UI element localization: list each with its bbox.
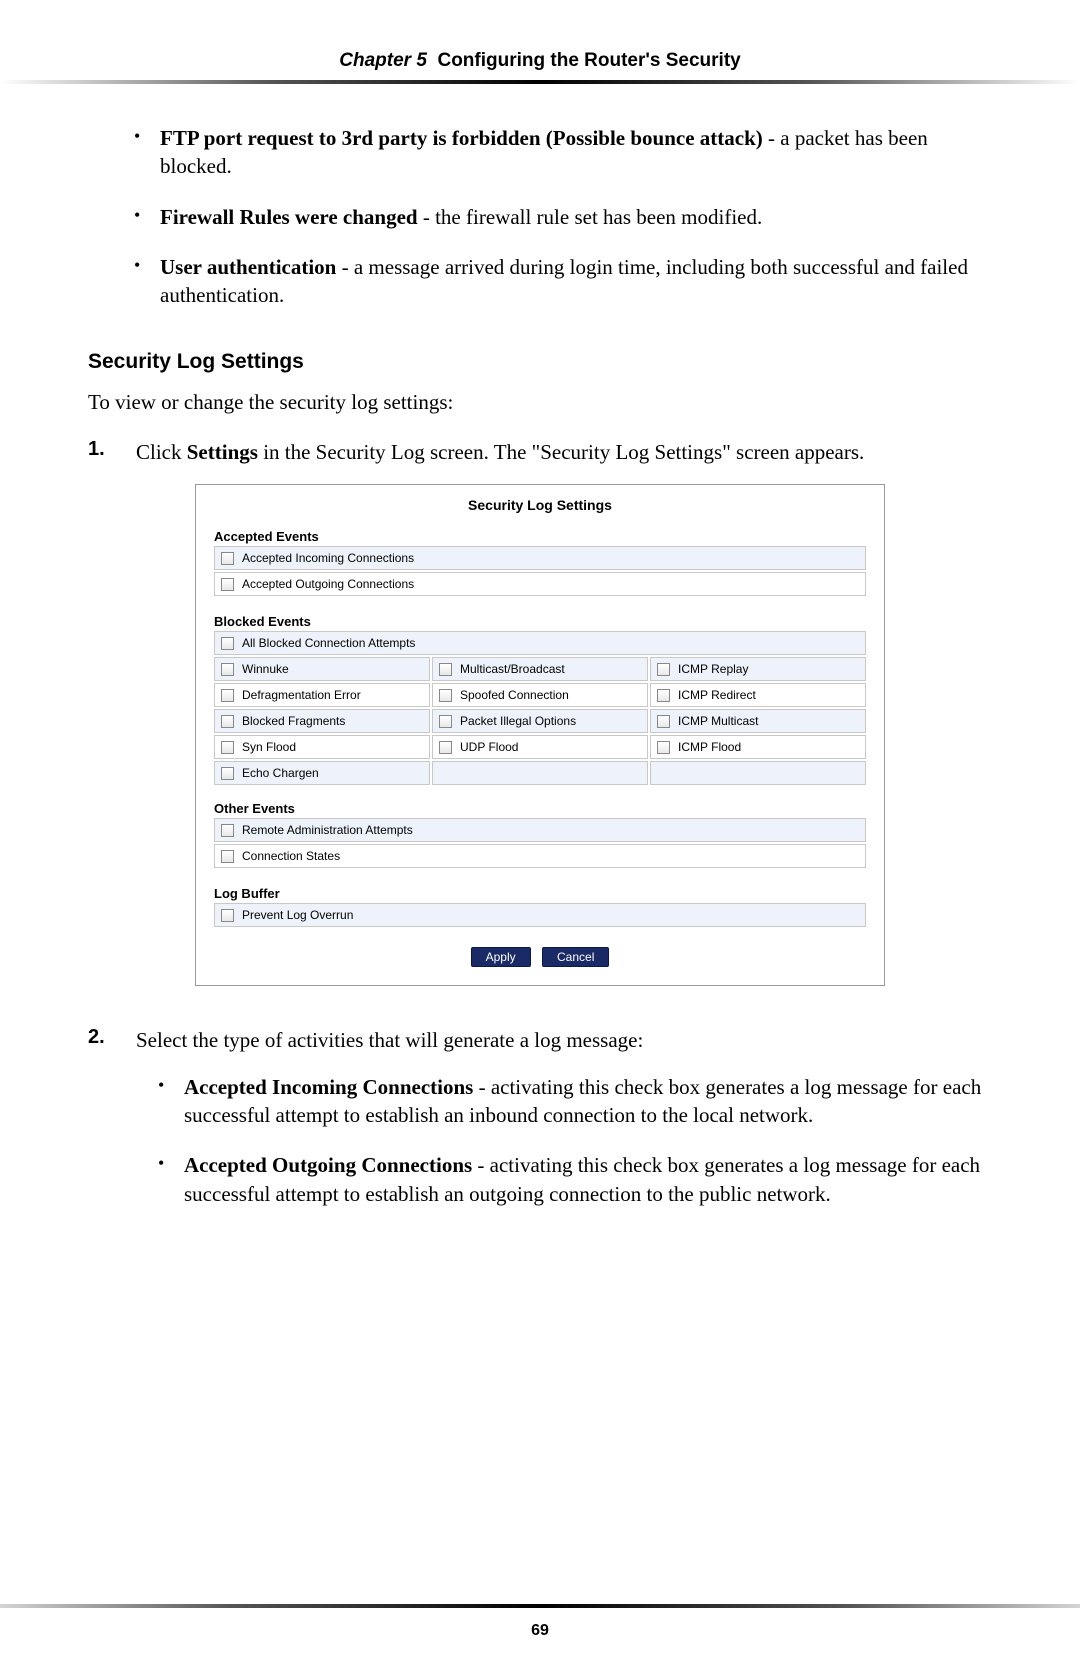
blocked-events-heading: Blocked Events xyxy=(214,614,866,629)
step-2-bullets: Accepted Incoming Connections - activati… xyxy=(88,1073,992,1208)
checkbox-icon[interactable] xyxy=(221,552,234,565)
panel-title: Security Log Settings xyxy=(214,493,866,523)
step-1: 1. Click Settings in the Security Log sc… xyxy=(88,438,992,466)
grid-cell: UDP Flood xyxy=(432,735,648,759)
checkbox-label: All Blocked Connection Attempts xyxy=(242,636,415,650)
checkbox-icon[interactable] xyxy=(221,824,234,837)
footer-rule xyxy=(0,1604,1080,1608)
checkbox-icon[interactable] xyxy=(657,663,670,676)
checkbox-icon[interactable] xyxy=(221,909,234,922)
checkbox-label: Remote Administration Attempts xyxy=(242,823,413,837)
checkbox-icon[interactable] xyxy=(221,741,234,754)
checkbox-label: ICMP Multicast xyxy=(678,714,758,728)
grid-cell: Defragmentation Error xyxy=(214,683,430,707)
grid-cell: ICMP Flood xyxy=(650,735,866,759)
checkbox-label: Accepted Incoming Connections xyxy=(242,551,414,565)
chapter-number: Chapter 5 xyxy=(339,50,427,71)
checkbox-icon[interactable] xyxy=(439,689,452,702)
checkbox-label: ICMP Replay xyxy=(678,662,748,676)
section-heading: Security Log Settings xyxy=(88,350,992,374)
checkbox-icon[interactable] xyxy=(221,850,234,863)
cancel-button[interactable]: Cancel xyxy=(542,947,609,967)
grid-cell: ICMP Replay xyxy=(650,657,866,681)
grid-cell: Winnuke xyxy=(214,657,430,681)
grid-cell: ICMP Multicast xyxy=(650,709,866,733)
grid-cell: Multicast/Broadcast xyxy=(432,657,648,681)
chapter-title: Configuring the Router's Security xyxy=(437,50,740,71)
checkbox-icon[interactable] xyxy=(439,715,452,728)
checkbox-icon[interactable] xyxy=(657,689,670,702)
grid-cell: Spoofed Connection xyxy=(432,683,648,707)
blocked-events-grid: Winnuke Multicast/Broadcast ICMP Replay Def… xyxy=(214,657,866,785)
checkbox-icon[interactable] xyxy=(221,715,234,728)
other-events-heading: Other Events xyxy=(214,801,866,816)
checkbox-label: Accepted Outgoing Connections xyxy=(242,577,414,591)
checkbox-label: Winnuke xyxy=(242,662,289,676)
step-2: 2. Select the type of activities that wi… xyxy=(88,1026,992,1054)
checkbox-row: Connection States xyxy=(214,844,866,868)
checkbox-label: Spoofed Connection xyxy=(460,688,569,702)
page-header: Chapter 5 Configuring the Router's Secur… xyxy=(78,50,1002,80)
grid-cell: Packet Illegal Options xyxy=(432,709,648,733)
checkbox-icon[interactable] xyxy=(221,689,234,702)
checkbox-label: Defragmentation Error xyxy=(242,688,361,702)
blocked-all-row: All Blocked Connection Attempts xyxy=(214,631,866,655)
checkbox-row: Prevent Log Overrun xyxy=(214,903,866,927)
checkbox-icon[interactable] xyxy=(221,637,234,650)
step-number: 2. xyxy=(88,1026,118,1054)
bullet-item: Firewall Rules were changed - the firewa… xyxy=(134,203,992,231)
button-row: Apply Cancel xyxy=(214,947,866,967)
checkbox-icon[interactable] xyxy=(439,663,452,676)
grid-cell xyxy=(432,761,648,785)
accepted-events-heading: Accepted Events xyxy=(214,529,866,544)
checkbox-icon[interactable] xyxy=(221,767,234,780)
grid-cell: Syn Flood xyxy=(214,735,430,759)
grid-cell xyxy=(650,761,866,785)
checkbox-label: Syn Flood xyxy=(242,740,296,754)
page-number: 69 xyxy=(0,1622,1080,1640)
checkbox-icon[interactable] xyxy=(221,663,234,676)
bullet-item: User authentication - a message arrived … xyxy=(134,253,992,310)
grid-cell: Echo Chargen xyxy=(214,761,430,785)
checkbox-icon[interactable] xyxy=(439,741,452,754)
security-log-settings-screenshot: Security Log Settings Accepted Events Ac… xyxy=(195,484,885,986)
top-bullet-list: FTP port request to 3rd party is forbidd… xyxy=(88,124,992,310)
checkbox-label: Echo Chargen xyxy=(242,766,319,780)
checkbox-row: Accepted Outgoing Connections xyxy=(214,572,866,596)
grid-cell: Blocked Fragments xyxy=(214,709,430,733)
apply-button[interactable]: Apply xyxy=(471,947,531,967)
checkbox-row: Accepted Incoming Connections xyxy=(214,546,866,570)
checkbox-icon[interactable] xyxy=(657,715,670,728)
checkbox-icon[interactable] xyxy=(657,741,670,754)
step-number: 1. xyxy=(88,438,118,466)
checkbox-label: ICMP Redirect xyxy=(678,688,756,702)
bullet-item: Accepted Incoming Connections - activati… xyxy=(158,1073,992,1130)
checkbox-label: UDP Flood xyxy=(460,740,518,754)
log-buffer-heading: Log Buffer xyxy=(214,886,866,901)
checkbox-label: Multicast/Broadcast xyxy=(460,662,565,676)
checkbox-label: ICMP Flood xyxy=(678,740,741,754)
step-text: Click Settings in the Security Log scree… xyxy=(136,438,992,466)
checkbox-label: Packet Illegal Options xyxy=(460,714,576,728)
checkbox-label: Connection States xyxy=(242,849,340,863)
bullet-item: FTP port request to 3rd party is forbidd… xyxy=(134,124,992,181)
step-text: Select the type of activities that will … xyxy=(136,1026,992,1054)
checkbox-label: Prevent Log Overrun xyxy=(242,908,353,922)
checkbox-icon[interactable] xyxy=(221,578,234,591)
grid-cell: ICMP Redirect xyxy=(650,683,866,707)
bullet-item: Accepted Outgoing Connections - activati… xyxy=(158,1151,992,1208)
checkbox-row: Remote Administration Attempts xyxy=(214,818,866,842)
checkbox-label: Blocked Fragments xyxy=(242,714,345,728)
intro-paragraph: To view or change the security log setti… xyxy=(88,388,992,416)
